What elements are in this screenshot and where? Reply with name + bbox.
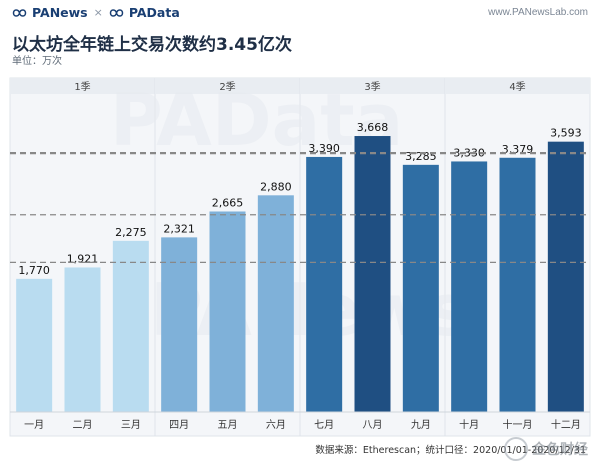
bar [112, 240, 149, 412]
bar [209, 211, 246, 412]
source-footer: 数据来源：Etherescan；统计口径：2020/01/01-2020/12/… [315, 445, 586, 456]
bar-value-label: 3,593 [550, 127, 582, 140]
x-tick-label: 十月 [459, 418, 479, 431]
brand-separator: × [93, 6, 103, 19]
x-tick-label: 七月 [314, 419, 334, 431]
padata-logo-icon [109, 8, 124, 17]
quarter-header [445, 78, 590, 94]
x-tick-label: 八月 [363, 419, 383, 431]
bar-value-label: 2,275 [115, 226, 147, 239]
quarter-label: 4季 [509, 81, 525, 93]
bar [161, 237, 198, 412]
brand-primary: PANews [32, 5, 88, 20]
x-tick-label: 十一月 [503, 418, 533, 431]
quarter-label: 2季 [219, 81, 235, 93]
x-tick-label: 九月 [411, 419, 431, 431]
bar [451, 161, 488, 412]
x-tick-label: 十二月 [551, 418, 581, 431]
bar-value-label: 2,321 [163, 222, 195, 235]
quarter-header [10, 78, 155, 94]
top-bar: PANews × PAData www.PANewsLab.com [0, 0, 600, 26]
bar-value-label: 2,880 [260, 180, 292, 193]
bar-value-label: 3,285 [405, 150, 437, 163]
bar [257, 195, 294, 412]
quarter-label: 3季 [364, 81, 380, 93]
padata-watermark: PAData [110, 78, 403, 162]
site-url: www.PANewsLab.com [488, 7, 588, 18]
panews-logo-icon [12, 8, 27, 17]
bar-value-label: 2,665 [212, 196, 244, 209]
bar-value-label: 3,330 [453, 146, 485, 159]
bar-value-label: 1,921 [67, 252, 99, 265]
bar [402, 164, 439, 412]
bar [306, 156, 343, 412]
x-tick-label: 四月 [169, 419, 189, 431]
bar-value-label: 1,770 [18, 264, 50, 277]
bar [499, 157, 536, 412]
bar-value-label: 3,668 [357, 121, 389, 134]
watermark-text: 金色财经 [532, 442, 588, 458]
bar [64, 267, 101, 412]
watermark: 金色财经 [504, 437, 588, 461]
x-tick-label: 六月 [266, 419, 286, 431]
brand-secondary: PAData [128, 5, 180, 20]
quarter-header [300, 78, 445, 94]
bar [16, 278, 53, 412]
watermark-logo-icon [504, 437, 528, 461]
quarter-header [155, 78, 300, 94]
brand-logo: PANews × PAData [12, 5, 180, 20]
bar [354, 136, 391, 412]
chart-title: 以太坊全年链上交易次数约3.45亿次 [12, 35, 292, 55]
x-tick-label: 一月 [24, 419, 44, 431]
x-tick-label: 二月 [73, 419, 93, 431]
x-tick-label: 三月 [121, 419, 141, 431]
bar-value-label: 3,379 [502, 143, 534, 156]
x-tick-label: 五月 [218, 419, 238, 431]
bar [547, 141, 584, 412]
bar-value-label: 3,390 [308, 142, 340, 155]
unit-label: 单位：万次 [12, 56, 62, 67]
quarter-label: 1季 [74, 81, 90, 93]
